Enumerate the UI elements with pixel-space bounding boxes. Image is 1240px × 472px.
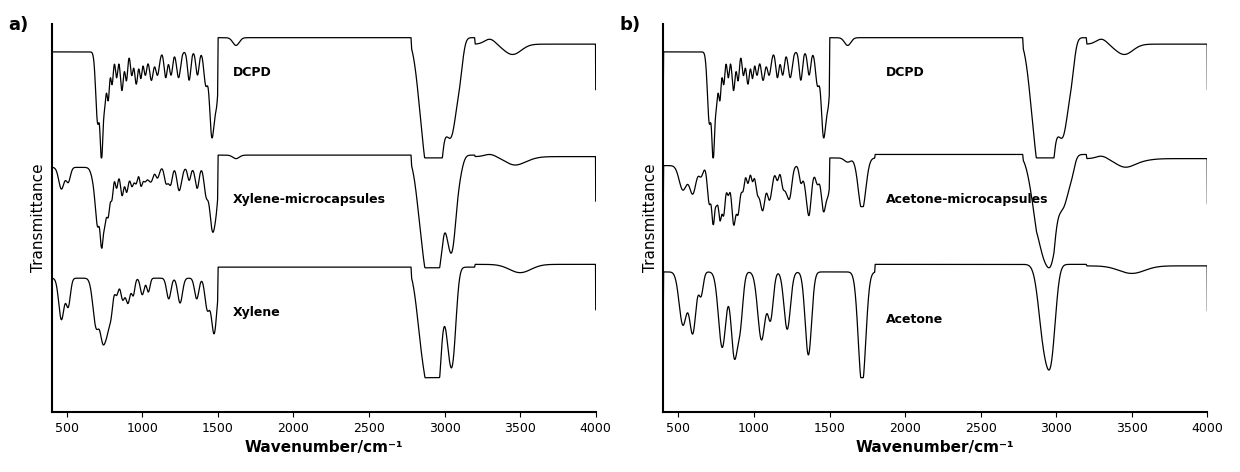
Text: Xylene-microcapsules: Xylene-microcapsules [233, 193, 386, 206]
Text: Xylene: Xylene [233, 306, 280, 319]
Text: b): b) [620, 16, 641, 34]
Text: Acetone-microcapsules: Acetone-microcapsules [885, 193, 1048, 206]
Y-axis label: Transmittance: Transmittance [642, 164, 657, 272]
Y-axis label: Transmittance: Transmittance [31, 164, 46, 272]
Text: a): a) [9, 16, 29, 34]
Text: DCPD: DCPD [233, 66, 272, 78]
Text: DCPD: DCPD [885, 66, 924, 78]
X-axis label: Wavenumber/cm⁻¹: Wavenumber/cm⁻¹ [244, 440, 403, 455]
Text: Acetone: Acetone [885, 313, 942, 326]
X-axis label: Wavenumber/cm⁻¹: Wavenumber/cm⁻¹ [856, 440, 1014, 455]
